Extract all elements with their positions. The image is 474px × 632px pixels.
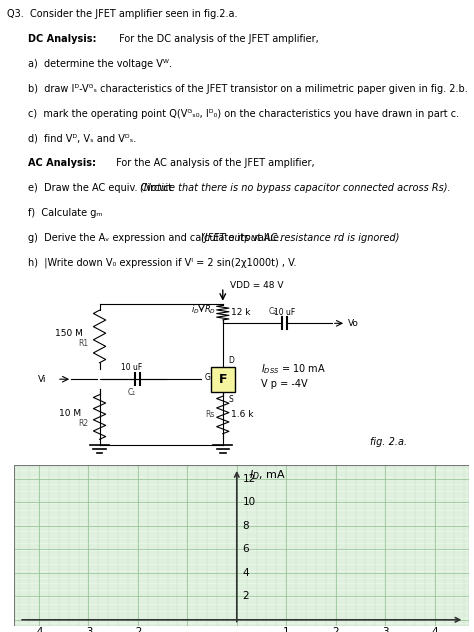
Text: 150 M: 150 M [55,329,82,337]
Text: 1: 1 [283,628,290,632]
Text: C₂: C₂ [269,307,277,316]
Text: Rs: Rs [205,410,214,420]
Bar [211,367,235,391]
Text: g)  Derive the Aᵥ expression and calculate its value.: g) Derive the Aᵥ expression and calculat… [28,233,285,243]
Text: 4: 4 [431,628,438,632]
Text: R2: R2 [78,419,88,428]
Text: F: F [219,373,227,386]
Text: 4: 4 [243,568,249,578]
Text: 10 M: 10 M [59,409,82,418]
Text: 3: 3 [382,628,389,632]
Text: 2: 2 [243,592,249,601]
Text: f)  Calculate gₘ: f) Calculate gₘ [28,208,103,218]
Text: S: S [228,395,233,404]
Text: d)  find Vᴰ, Vₛ and Vᴰₛ.: d) find Vᴰ, Vₛ and Vᴰₛ. [28,133,137,143]
Text: $R_D$: $R_D$ [204,303,216,315]
Text: 6: 6 [243,544,249,554]
Text: 12: 12 [243,473,256,483]
Text: b)  draw Iᴰ-Vᴳₛ characteristics of the JFET transistor on a milimetric paper giv: b) draw Iᴰ-Vᴳₛ characteristics of the JF… [28,83,468,94]
Text: $i_D$: $i_D$ [191,303,200,315]
Text: -4: -4 [34,628,44,632]
Text: C₁: C₁ [128,389,136,398]
Text: Vo: Vo [348,319,359,328]
Text: D: D [228,356,234,365]
Text: (JFET output AC resistance rd is ignored): (JFET output AC resistance rd is ignored… [201,233,399,243]
Text: Vi: Vi [38,375,47,384]
Text: a)  determine the voltage Vᵂ.: a) determine the voltage Vᵂ. [28,59,173,69]
Text: For the AC analysis of the JFET amplifier,: For the AC analysis of the JFET amplifie… [113,159,314,168]
Text: G: G [205,373,210,382]
Text: DC Analysis:: DC Analysis: [28,34,97,44]
Text: R1: R1 [78,339,88,348]
Text: fig. 2.a.: fig. 2.a. [370,437,407,447]
Text: 8: 8 [243,521,249,531]
Text: $I_D$, mA: $I_D$, mA [249,469,286,482]
Text: c)  mark the operating point Q(Vᴳₛ₀, Iᴰ₀) on the characteristics you have drawn : c) mark the operating point Q(Vᴳₛ₀, Iᴰ₀)… [28,109,460,119]
Text: AC Analysis:: AC Analysis: [28,159,96,168]
Text: (Notice that there is no bypass capacitor connected across Rs).: (Notice that there is no bypass capacito… [140,183,450,193]
Text: -3: -3 [83,628,93,632]
Text: h)  |Write down V₀ expression if Vᴵ = 2 sin(2χ1000t) , V.: h) |Write down V₀ expression if Vᴵ = 2 s… [28,258,297,269]
Text: Q3.  Consider the JFET amplifier seen in fig.2.a.: Q3. Consider the JFET amplifier seen in … [7,9,237,19]
Text: VDD = 48 V: VDD = 48 V [230,281,283,290]
Text: $I_{DSS}$ = 10 mA: $I_{DSS}$ = 10 mA [261,362,326,376]
Text: 10 uF: 10 uF [274,308,295,317]
Text: 10: 10 [243,497,256,507]
Text: e)  Draw the AC equiv. Circuit: e) Draw the AC equiv. Circuit [28,183,176,193]
Text: V p = -4V: V p = -4V [261,379,307,389]
Text: 2: 2 [332,628,339,632]
Text: 10 uF: 10 uF [121,363,142,372]
Text: 12 k: 12 k [231,308,251,317]
Text: 1.6 k: 1.6 k [231,410,254,420]
Text: -2: -2 [133,628,143,632]
Text: For the DC analysis of the JFET amplifier,: For the DC analysis of the JFET amplifie… [116,34,319,44]
